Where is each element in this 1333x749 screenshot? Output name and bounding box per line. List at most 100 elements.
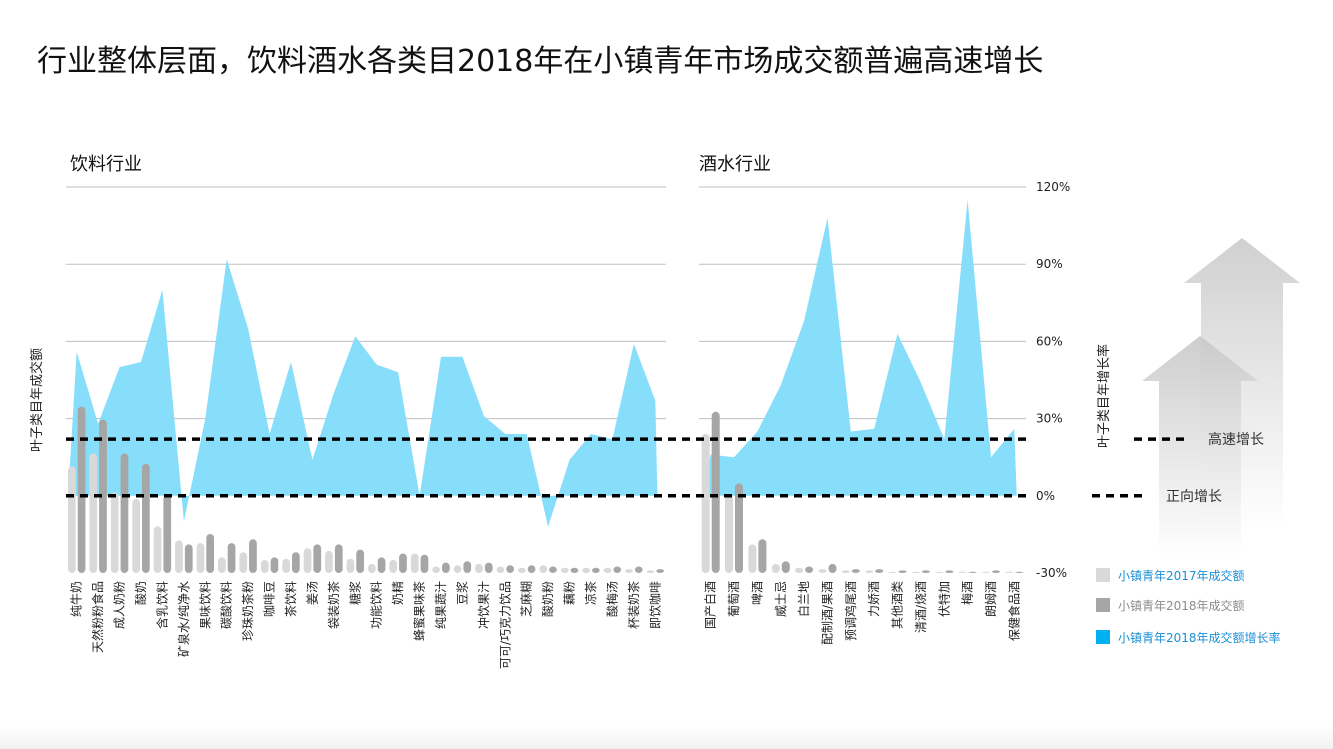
category-label: 茶饮料 (283, 581, 298, 617)
bar-2017 (911, 571, 920, 573)
bar-2018 (506, 565, 515, 573)
bar-2018 (527, 565, 536, 573)
bar-2018 (270, 557, 279, 573)
bar-2018 (968, 571, 977, 573)
bar-2017 (218, 557, 226, 573)
bar-2018 (249, 539, 257, 573)
bar-2018 (120, 453, 129, 573)
category-label: 冲饮果汁 (476, 581, 491, 629)
reference-label: 高速增长 (1208, 431, 1264, 448)
bar-2018 (805, 566, 814, 573)
bar-2017 (560, 567, 569, 573)
category-label: 纯果蔬汁 (434, 581, 448, 629)
category-label: 凉茶 (583, 581, 598, 605)
bar-2018 (735, 483, 743, 573)
left-axis-label: 叶子类目年成交额 (29, 348, 45, 452)
bar-2018 (851, 569, 860, 573)
bar-2017 (888, 571, 897, 573)
growth-area-beverage (68, 259, 658, 527)
reference-label: 正向增长 (1166, 489, 1222, 505)
growth-area-alcohol (701, 199, 1017, 496)
legend-label: 小镇青年2018年成交额 (1118, 598, 1245, 613)
y2-tick-label: 120% (1036, 180, 1070, 194)
category-label: 国产白酒 (703, 581, 718, 629)
y2-tick-labels: 120% 90% 60% 30% 0% -30% (1036, 180, 1070, 580)
bar-2017 (346, 558, 355, 573)
bar-2018 (163, 495, 172, 573)
bar-2018 (292, 552, 300, 573)
reference-lines (66, 437, 1190, 498)
right-axis-label: 叶子类目年增长率 (1096, 344, 1112, 448)
bar-2018 (875, 569, 884, 573)
category-label: 糖浆 (347, 581, 362, 605)
bar-2018 (921, 570, 930, 573)
growth-areas (68, 199, 1017, 527)
bar-2017 (625, 569, 633, 573)
bar-2018 (227, 543, 236, 573)
category-label: 清酒/烧酒 (914, 581, 928, 633)
bar-2018 (142, 463, 150, 573)
bar-2017 (303, 548, 312, 573)
category-label: 袋装奶茶 (326, 581, 341, 629)
bar-2017 (410, 553, 419, 573)
category-label: 酸奶粉 (540, 581, 555, 617)
category-label: 芝麻糊 (519, 581, 534, 617)
bar-2018 (420, 554, 429, 573)
bar-2017 (496, 566, 505, 573)
growth-arrow-small (1142, 336, 1258, 560)
category-label: 姜汤 (305, 581, 319, 605)
bar-2018 (992, 570, 1000, 573)
bar-2018 (634, 566, 643, 573)
bar-2018 (828, 563, 837, 573)
bar-2017 (432, 566, 441, 573)
bar-2018 (206, 534, 215, 573)
bar-2017 (475, 563, 483, 573)
bar-2017 (518, 567, 526, 573)
category-label: 葡萄酒 (727, 581, 741, 617)
bars (68, 406, 1024, 573)
category-label: 豆浆 (454, 581, 469, 605)
bar-2017 (935, 571, 944, 573)
bar-2017 (865, 570, 874, 573)
legend-label: 小镇青年2017年成交额 (1118, 568, 1245, 583)
category-label: 碳酸饮料 (219, 581, 234, 629)
bar-2017 (748, 544, 757, 573)
legend-label: 小镇青年2018年成交额增长率 (1118, 630, 1281, 645)
bar-2018 (945, 570, 954, 573)
category-label: 功能饮料 (370, 581, 384, 629)
category-label: 保健食品酒 (1006, 581, 1021, 641)
category-label: 梅酒 (960, 581, 975, 605)
bar-2018 (1015, 571, 1024, 573)
bar-2018 (99, 419, 107, 573)
y2-tick-label: 60% (1036, 334, 1063, 348)
legend-swatch (1096, 598, 1110, 612)
bar-2017 (982, 571, 990, 573)
bar-2017 (153, 526, 162, 573)
bar-2018 (463, 561, 472, 573)
bar-2018 (592, 567, 600, 573)
category-label: 白兰地 (796, 581, 811, 617)
bar-2018 (613, 566, 622, 573)
category-label: 力娇酒 (867, 581, 881, 617)
bar-2017 (389, 560, 398, 573)
bar-2017 (175, 540, 183, 573)
bar-2018 (399, 553, 407, 573)
bottom-fade (0, 715, 1333, 749)
legend-swatch (1096, 630, 1110, 644)
bar-2018 (77, 406, 86, 573)
category-label: 朗姆酒 (984, 581, 998, 617)
bar-2017 (68, 466, 76, 573)
category-label: 天然粉粉食品 (90, 581, 105, 653)
bar-2018 (356, 549, 365, 573)
bar-2018 (313, 544, 322, 573)
y2-tick-label: 30% (1036, 412, 1063, 426)
bar-2018 (781, 561, 790, 573)
bar-2017 (771, 563, 780, 573)
bar-2017 (196, 543, 205, 573)
category-label: 即饮咖啡 (647, 581, 662, 629)
bar-2017 (132, 498, 141, 573)
bar-2018 (442, 562, 450, 573)
category-label: 成人奶粉 (113, 581, 127, 629)
